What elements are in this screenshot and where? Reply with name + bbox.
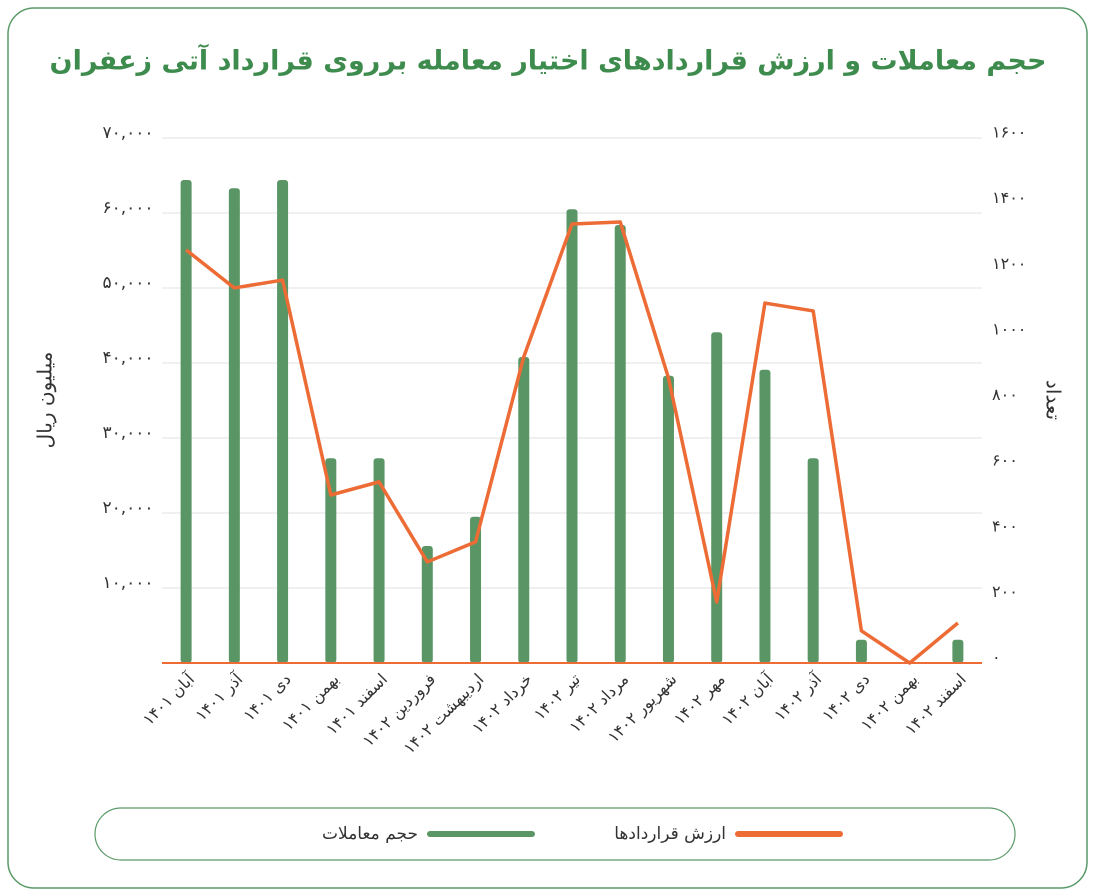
y-tick-label: ۷۰,۰۰۰ — [102, 123, 153, 143]
bar — [518, 357, 530, 663]
y2-tick-label: ۴۰۰ — [992, 516, 1018, 535]
bar — [373, 458, 385, 663]
y-tick-label: ۴۰,۰۰۰ — [102, 348, 153, 368]
y-tick-label: ۱۰,۰۰۰ — [102, 573, 153, 593]
y2-tick-label: ۶۰۰ — [992, 451, 1018, 470]
chart-title: حجم معاملات و ارزش قراردادهای اختیار معا… — [50, 44, 1047, 77]
bar — [952, 639, 964, 663]
y-tick-label: ۵۰,۰۰۰ — [102, 273, 153, 293]
bar — [662, 375, 674, 663]
bar — [566, 209, 578, 663]
y-tick-label: ۲۰,۰۰۰ — [102, 498, 153, 518]
y-tick-label: ۳۰,۰۰۰ — [102, 423, 153, 443]
bar — [855, 639, 867, 663]
y2-tick-label: ۱۴۰۰ — [992, 188, 1026, 207]
bar — [807, 458, 819, 663]
bar — [325, 458, 337, 663]
y2-tick-label: ۰ — [992, 648, 1001, 667]
legend-label: حجم معاملات — [322, 824, 418, 844]
bar — [228, 188, 240, 663]
bar — [614, 225, 626, 663]
y2-tick-label: ۲۰۰ — [992, 582, 1018, 601]
legend-box — [94, 807, 1016, 861]
y-axis-label: میلیون ریال — [33, 352, 57, 449]
y2-tick-label: ۱۰۰۰ — [992, 319, 1026, 338]
bar — [180, 180, 192, 663]
bar — [711, 332, 723, 663]
y2-tick-label: ۸۰۰ — [992, 385, 1018, 404]
frame — [7, 7, 1088, 889]
y2-tick-label: ۱۲۰۰ — [992, 254, 1026, 273]
bar — [470, 516, 482, 663]
legend-label: ارزش قراردادها — [614, 824, 726, 844]
bar — [759, 369, 771, 663]
bar — [421, 546, 433, 663]
bar — [277, 180, 289, 663]
y2-tick-label: ۱۶۰۰ — [992, 123, 1026, 142]
y-tick-label: ۶۰,۰۰۰ — [102, 198, 153, 218]
y2-axis-label: تعداد — [1042, 380, 1066, 420]
line — [185, 220, 959, 665]
